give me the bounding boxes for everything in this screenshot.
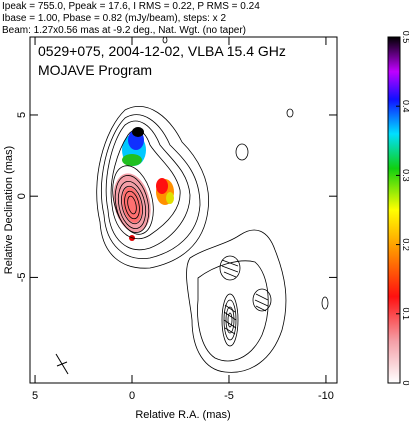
header-line: Beam: 1.27x0.56 mas at -9.2 deg., Nat. W… [2,25,246,36]
colorbar-tick-label: 0.5 [401,31,409,44]
x-tick-label: 5 [32,390,38,402]
chart-subtitle: MOJAVE Program [38,62,152,78]
contours [96,37,329,373]
x-tick-label: 0 [129,390,135,402]
pol-blob [122,154,142,166]
colorbar-tick-label: 0.3 [401,169,409,182]
x-axis-label: Relative R.A. (mas) [135,409,230,421]
chart-title: 0529+075, 2004-12-02, VLBA 15.4 GHz [38,43,286,59]
y-tick-label: 5 [16,112,28,118]
x-tick-label: -10 [318,390,334,402]
pol-blob [156,178,168,194]
y-axis-label: Relative Declination (mas) [3,146,15,274]
x-tick-label: -5 [224,390,234,402]
map [55,37,329,375]
colorbar-tick-label: 0 [401,380,409,385]
pol-blob [122,187,142,223]
header-line: Ibase = 1.00, Pbase = 0.82 (mJy/beam), s… [2,13,226,24]
beam [55,353,69,375]
colorbar-tick-label: 0.4 [401,100,409,113]
colorbar [387,36,401,384]
header-line: Ipeak = 755.0, Ppeak = 17.6, I RMS = 0.2… [2,1,260,12]
colorbar-tick-label: 0.2 [401,238,409,251]
pol-blob [166,192,174,204]
y-tick-label: 0 [16,193,28,199]
y-tick-label: -5 [16,273,28,283]
colorbar-tick-label: 0.1 [401,308,409,321]
plot-frame [29,36,338,384]
